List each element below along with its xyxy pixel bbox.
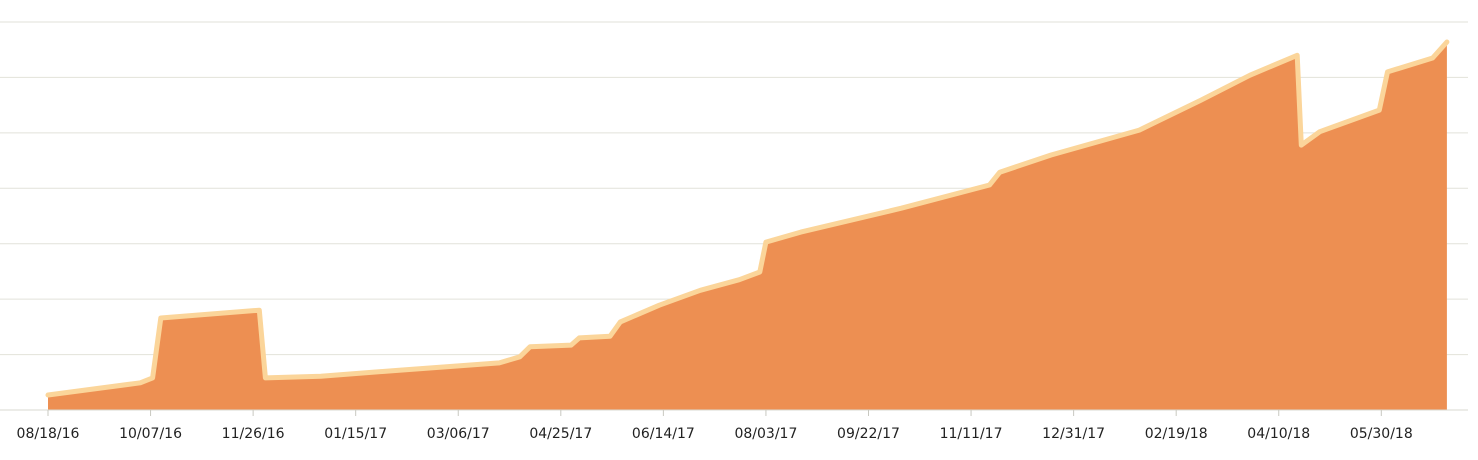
- x-tick-label: 08/18/16: [17, 426, 80, 442]
- x-tick-label: 05/30/18: [1350, 426, 1413, 442]
- x-tick-label: 03/06/17: [427, 426, 490, 442]
- x-tick-label: 08/03/17: [734, 426, 797, 442]
- area-outline: [45, 39, 1450, 398]
- x-tick-label: 04/25/17: [529, 426, 592, 442]
- x-tick-label: 04/10/18: [1247, 426, 1310, 442]
- x-tick-label: 12/31/17: [1042, 426, 1105, 442]
- x-tick-label: 02/19/18: [1145, 426, 1208, 442]
- area: [48, 42, 1447, 410]
- x-tick-label: 10/07/16: [119, 426, 182, 442]
- x-tick-label: 09/22/17: [837, 426, 900, 442]
- x-tick-label: 06/14/17: [632, 426, 695, 442]
- x-tick-label: 11/11/17: [940, 426, 1003, 442]
- x-tick-label: 01/15/17: [324, 426, 387, 442]
- x-tick-label: 11/26/16: [222, 426, 285, 442]
